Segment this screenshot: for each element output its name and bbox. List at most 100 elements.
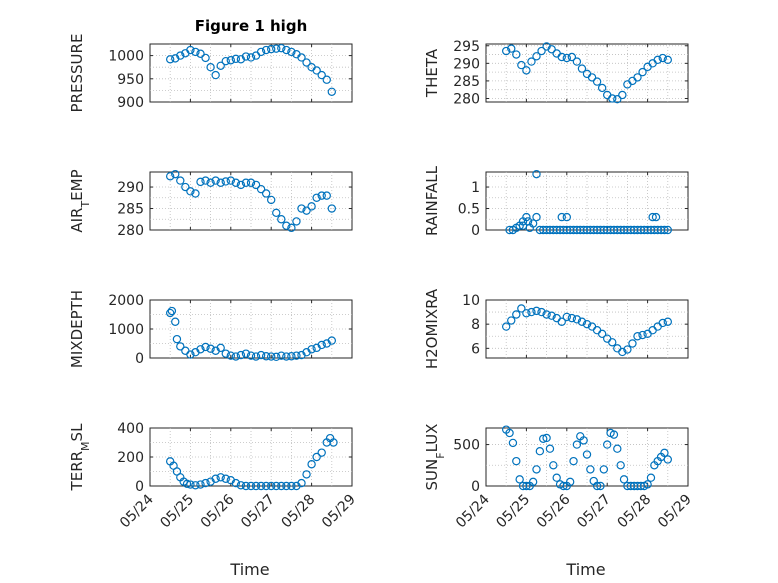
data-point: [226, 56, 235, 65]
data-point: [572, 57, 582, 66]
data-point: [539, 434, 548, 443]
y-tick-label: 10: [462, 293, 480, 309]
data-point: [191, 189, 200, 198]
data-point: [221, 349, 230, 358]
data-point: [272, 481, 281, 491]
data-point: [663, 55, 673, 65]
y-axis-label: RAINFALL: [423, 165, 441, 236]
x-tick-label: 05/25: [157, 492, 197, 532]
data-point: [663, 225, 673, 235]
data-point: [603, 440, 612, 449]
data-point: [297, 478, 306, 488]
data-point: [196, 177, 205, 187]
y-axis-label: AIRTEMP: [68, 169, 92, 232]
data-point: [648, 212, 657, 222]
data-point: [623, 345, 632, 354]
data-point: [236, 180, 246, 190]
data-point: [597, 83, 607, 93]
data-point: [176, 176, 185, 185]
y-tick-label: 1000: [108, 322, 144, 338]
data-point: [302, 206, 311, 215]
data-point: [317, 191, 326, 200]
y-tick-label: 400: [117, 421, 144, 437]
data-point: [512, 456, 521, 466]
axes-box: [149, 171, 353, 231]
data-point: [287, 352, 296, 361]
data-series: [165, 43, 336, 96]
y-tick-label: 2000: [108, 293, 144, 309]
y-tick-label: 0: [135, 351, 144, 367]
data-point: [251, 481, 261, 491]
data-point: [236, 481, 246, 490]
data-point: [256, 350, 266, 360]
data-point: [660, 448, 669, 458]
data-point: [317, 340, 326, 350]
data-point: [201, 478, 210, 488]
data-point: [517, 60, 526, 70]
data-point: [216, 178, 225, 187]
data-point: [587, 73, 597, 82]
y-tick-label: 0: [471, 223, 480, 239]
data-point: [329, 438, 338, 447]
data-point: [512, 310, 521, 319]
data-point: [191, 47, 200, 57]
data-point: [246, 351, 256, 360]
y-tick-label: 950: [117, 72, 144, 88]
data-point: [646, 473, 656, 482]
x-tick-label: 05/25: [493, 492, 533, 532]
data-point: [643, 480, 652, 489]
data-point: [282, 45, 291, 55]
y-tick-label: 290: [117, 180, 144, 196]
data-point: [522, 66, 531, 75]
data-point: [618, 347, 627, 357]
data-point: [181, 182, 190, 192]
data-point: [277, 351, 286, 360]
data-point: [246, 481, 256, 491]
data-point: [307, 345, 316, 354]
data-point: [527, 57, 536, 66]
data-point: [292, 351, 301, 360]
data-point: [246, 178, 256, 187]
data-point: [327, 87, 336, 96]
data-point: [267, 352, 276, 361]
data-point: [267, 195, 276, 205]
data-point: [507, 44, 516, 53]
y-tick-label: 200: [117, 450, 144, 466]
data-point: [542, 310, 551, 319]
x-tick-label: 05/26: [198, 491, 238, 531]
data-point: [562, 212, 572, 222]
data-point: [206, 178, 215, 187]
data-point: [267, 44, 276, 54]
data-point: [628, 339, 637, 348]
data-point: [523, 217, 533, 226]
data-point: [327, 336, 336, 345]
data-point: [231, 478, 241, 488]
data-point: [186, 480, 195, 489]
y-tick-label: 900: [117, 95, 144, 111]
data-point: [261, 481, 271, 491]
data-point: [537, 307, 546, 317]
data-point: [312, 452, 321, 462]
data-point: [327, 204, 336, 213]
x-axis-label: Time: [229, 560, 269, 579]
data-point: [216, 343, 225, 353]
data-point: [251, 352, 261, 361]
data-point: [663, 317, 673, 326]
data-point: [582, 450, 592, 459]
data-point: [297, 53, 306, 62]
data-point: [527, 307, 536, 317]
data-point: [633, 73, 642, 82]
data-point: [241, 178, 251, 187]
x-tick-label: 05/24: [117, 491, 157, 531]
data-point: [282, 352, 291, 361]
data-point: [277, 481, 286, 491]
data-point: [307, 202, 316, 211]
data-point: [512, 50, 521, 59]
data-point: [572, 315, 582, 324]
data-point: [518, 221, 528, 230]
data-point: [241, 481, 251, 491]
data-point: [547, 311, 556, 320]
